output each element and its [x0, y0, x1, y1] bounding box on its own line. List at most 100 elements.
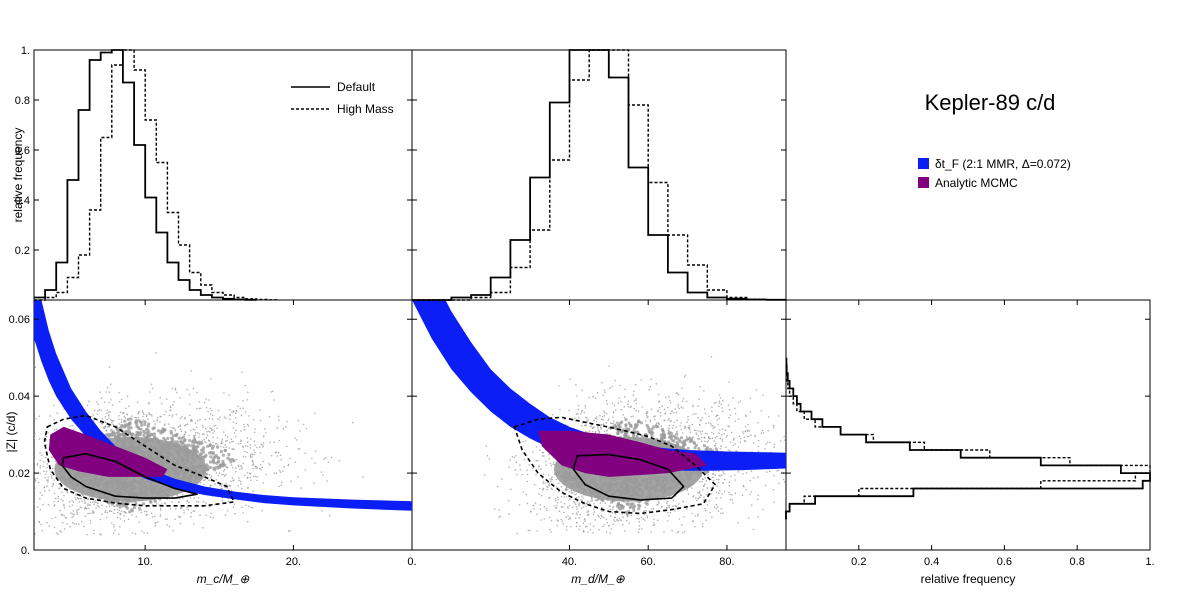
scatter-mc-cloud-point — [205, 407, 208, 409]
scatter-mc-cloud-point — [222, 431, 225, 433]
scatter-mc-cloud-point — [211, 409, 213, 412]
scatter-mc-cloud-point — [71, 499, 73, 502]
scatter-md-cloud-point — [582, 522, 585, 524]
scatter-mc-cloud-point — [157, 416, 159, 419]
scatter-mc-cloud-point — [156, 418, 159, 421]
scatter-mc-cloud-point — [193, 497, 195, 499]
scatter-mc-cloud-point — [105, 516, 108, 519]
scatter-mc-cloud-point — [181, 493, 184, 496]
scatter-md-cloud-point — [636, 420, 641, 424]
scatter-md-cloud-point — [618, 517, 621, 520]
scatter-mc-cloud-point — [60, 531, 63, 533]
scatter-md-cloud-point — [581, 499, 583, 502]
scatter-mc-cloud-point — [212, 436, 214, 439]
scatter-md-cloud-point — [717, 423, 719, 426]
scatter-mc-cloud-point — [23, 493, 25, 495]
scatter-mc-cloud-point — [15, 488, 17, 490]
scatter-mc-cloud-point — [241, 487, 243, 490]
scatter-mc-cloud-point — [100, 409, 103, 412]
frame-hist-md — [411, 49, 787, 301]
scatter-mc-cloud-point — [150, 433, 154, 437]
scatter-md-cloud-point — [646, 425, 650, 429]
scatter-md-cloud-point — [728, 481, 731, 484]
scatter-mc-cloud-point — [41, 454, 43, 457]
scatter-md-cloud-point — [637, 503, 641, 507]
scatter-md-cloud-point — [617, 424, 621, 428]
scatter-md-cloud-point — [600, 428, 603, 430]
scatter-mc-cloud-point — [223, 392, 225, 394]
scatter-md-cloud-point — [745, 489, 747, 491]
scatter-mc-cloud-point — [245, 504, 247, 507]
scatter-md-cloud-point — [601, 506, 603, 509]
scatter-mc-cloud-point — [208, 474, 211, 476]
scatter-mc-cloud-point — [152, 426, 156, 430]
scatter-mc-cloud-point — [66, 523, 68, 525]
scatter-mc-cloud-point — [197, 497, 200, 499]
scatter-md-cloud-point — [707, 473, 709, 476]
scatter-md-cloud-point — [675, 432, 679, 436]
scatter-mc-cloud-point — [172, 529, 174, 532]
scatter-mc-cloud-point — [188, 393, 191, 396]
scatter-md-cloud-point — [706, 493, 708, 496]
scatter-md-cloud-point — [586, 419, 588, 422]
scatter-md-cloud-point — [665, 396, 667, 399]
scatter-md-cloud-point — [510, 488, 512, 491]
scatter-mc-cloud-point — [50, 471, 52, 473]
scatter-md-cloud-point — [721, 428, 724, 430]
scatter-md-cloud-point — [799, 397, 801, 399]
scatter-mc-cloud-point — [68, 505, 71, 508]
scatter-mc-cloud-point — [278, 485, 280, 488]
scatter-mc-cloud-point — [279, 454, 282, 457]
scatter-md-cloud-point — [734, 474, 736, 476]
scatter-md-cloud-point — [614, 520, 616, 523]
scatter-md-cloud-point — [591, 500, 593, 502]
scatter-mc-cloud-point — [213, 430, 216, 432]
scatter-md-cloud-point — [548, 497, 551, 499]
scatter-mc-cloud-point — [199, 418, 201, 421]
scatter-mc-cloud-point — [223, 416, 226, 418]
scatter-md-cloud-point — [629, 502, 633, 506]
scatter-md-cloud-point — [722, 410, 724, 413]
scatter-mc-cloud-point — [239, 468, 241, 471]
scatter-md-cloud-point — [569, 490, 571, 493]
scatter-md-cloud-point — [597, 426, 599, 428]
scatter-mc-cloud-point — [221, 459, 225, 463]
scatter-md-cloud-point — [612, 424, 615, 427]
scatter-mc-cloud-point — [174, 508, 177, 510]
scatter-mc-cloud-point — [258, 446, 261, 448]
scatter-mc-cloud-point — [92, 414, 94, 416]
scatter-mc-cloud-point — [128, 510, 132, 514]
scatter-mc-cloud-point — [72, 510, 75, 512]
scatter-md-cloud-point — [538, 493, 540, 496]
scatter-md-cloud-point — [746, 435, 748, 438]
scatter-md-cloud-point — [650, 427, 654, 431]
scatter-md-cloud-point — [539, 449, 541, 451]
scatter-mc-cloud-point — [159, 509, 162, 511]
scatter-md-cloud-point — [567, 515, 569, 517]
scatter-md-cloud-point — [582, 506, 585, 508]
scatter-mc-cloud-point — [223, 475, 226, 477]
scatter-mc-cloud-point — [224, 444, 226, 446]
scatter-mc-cloud-point — [57, 495, 60, 498]
scatter-md-cloud-point — [708, 436, 710, 438]
scatter-mc-cloud-point — [282, 470, 284, 472]
scatter-md-cloud-point — [695, 497, 697, 500]
scatter-mc-cloud-point — [142, 502, 146, 506]
scatter-mc-cloud-point — [125, 512, 127, 514]
scatter-mc-cloud-point — [98, 409, 101, 411]
scatter-md-cloud-point — [673, 510, 676, 512]
scatter-mc-cloud-point — [30, 474, 32, 476]
scatter-md-cloud-point — [676, 430, 678, 433]
scatter-md-cloud-point — [614, 409, 617, 411]
scatter-md-cloud-point — [536, 530, 538, 532]
scatter-md-cloud-point — [923, 468, 925, 470]
scatter-mc-cloud-point — [16, 456, 18, 458]
scatter-md-cloud-point — [695, 412, 697, 415]
scatter-md-cloud-point — [729, 449, 731, 452]
scatter-mc-cloud-point — [95, 507, 97, 509]
scatter-mc-cloud-point — [221, 499, 224, 502]
scatter-mc-cloud-point — [210, 429, 213, 432]
scatter-mc-cloud-point — [92, 501, 94, 504]
scatter-md-cloud-point — [667, 511, 669, 514]
scatter-md-cloud-point — [732, 444, 735, 447]
